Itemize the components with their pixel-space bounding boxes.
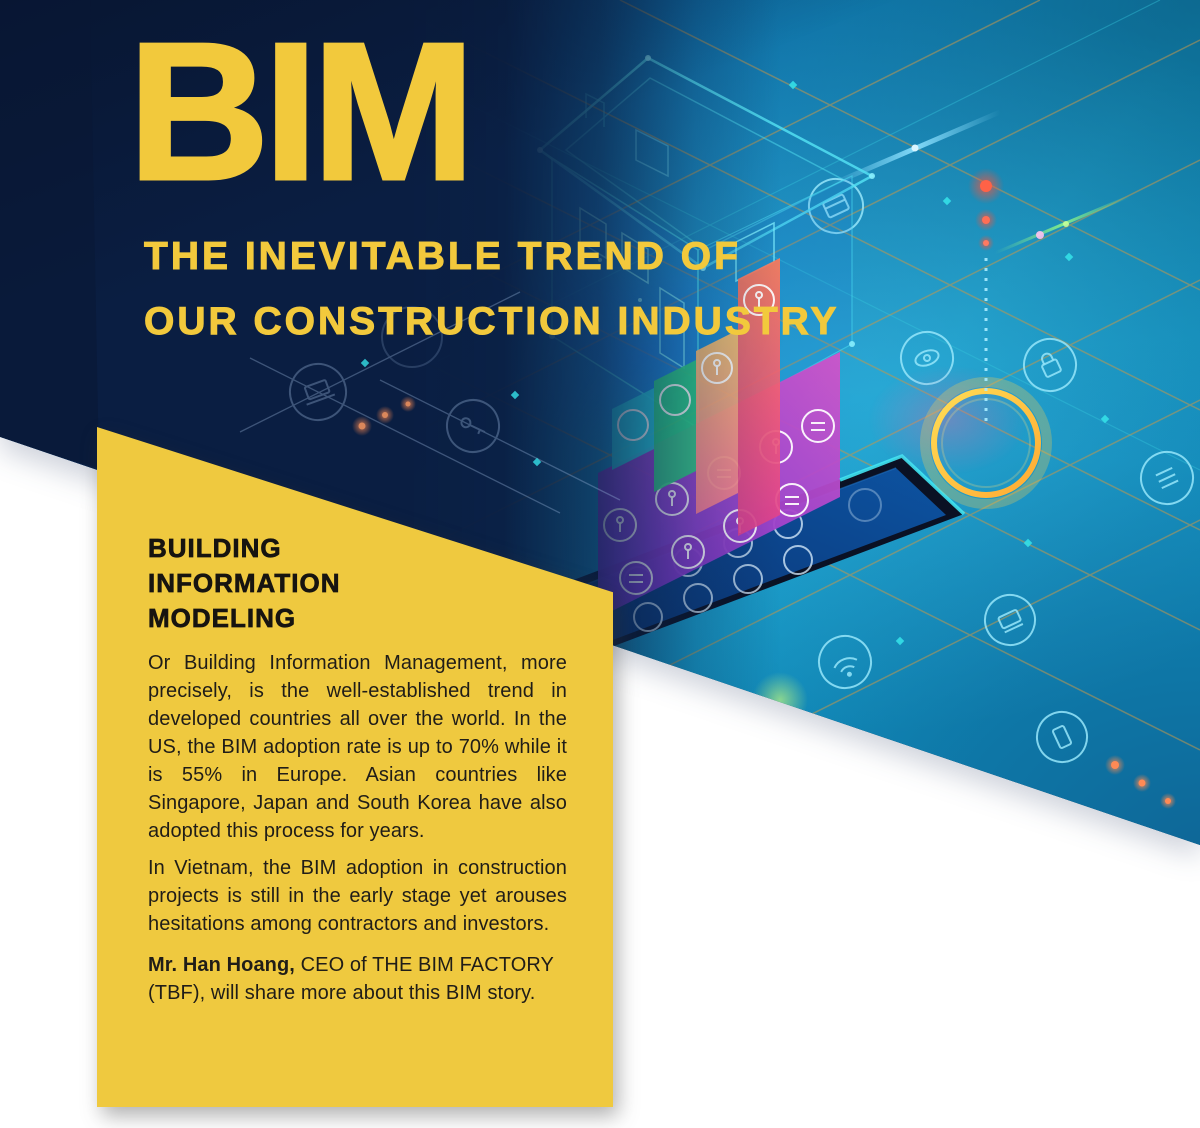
hero-subtitle: THE INEVITABLE TREND OF OUR CONSTRUCTION… bbox=[143, 224, 840, 354]
orange-streak bbox=[352, 396, 416, 436]
info-card: BUILDING INFORMATION MODELING Or Buildin… bbox=[97, 427, 613, 1107]
ghost-network bbox=[239, 291, 621, 514]
info-card-section: BUILDING INFORMATION MODELING Or Buildin… bbox=[97, 427, 613, 1107]
card-heading: BUILDING INFORMATION MODELING bbox=[148, 531, 567, 636]
page-title: BIM bbox=[126, 2, 476, 221]
card-heading-line-2: INFORMATION bbox=[148, 568, 341, 599]
laptop-icon bbox=[289, 363, 347, 421]
speaker-description: CEO of THE BIM FACTORY (TBF), will share… bbox=[148, 954, 554, 1004]
card-paragraph-2: In Vietnam, the BIM adoption in construc… bbox=[148, 857, 567, 935]
hero-subtitle-line1: THE INEVITABLE TREND OF bbox=[143, 235, 741, 279]
speaker-name: Mr. Han Hoang, bbox=[148, 954, 295, 976]
card-heading-line-1: BUILDING bbox=[148, 533, 282, 564]
left-stripe bbox=[0, 0, 99, 468]
hero-text: BIM THE INEVITABLE TREND OF OUR CONSTRUC… bbox=[126, 2, 840, 354]
card-paragraph-1: Or Building Information Management, more… bbox=[148, 652, 567, 842]
ghost-dots bbox=[360, 358, 542, 467]
hero-subtitle-line2: OUR CONSTRUCTION INDUSTRY bbox=[143, 300, 840, 344]
card-paragraph-3: Mr. Han Hoang, CEO of THE BIM FACTORY (T… bbox=[148, 951, 567, 1007]
key-icon bbox=[446, 399, 500, 453]
card-heading-line-3: MODELING bbox=[148, 603, 297, 634]
